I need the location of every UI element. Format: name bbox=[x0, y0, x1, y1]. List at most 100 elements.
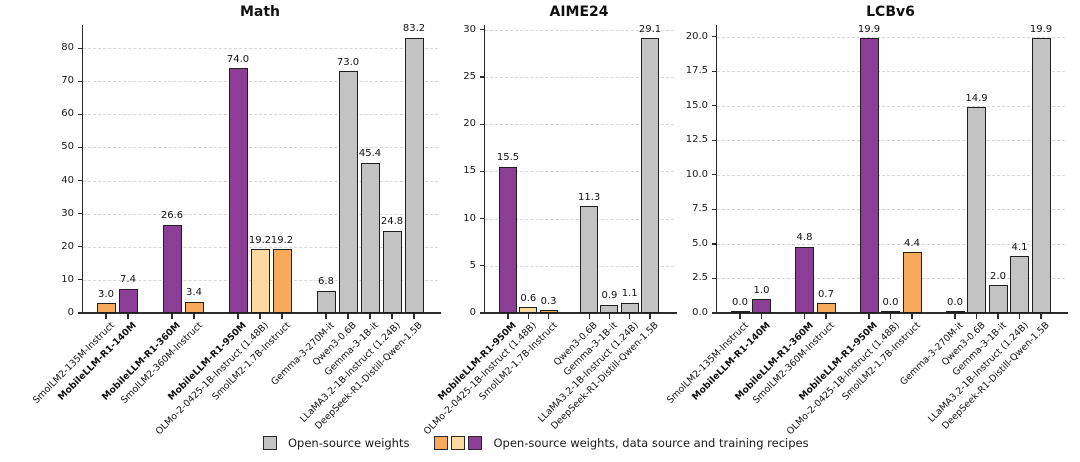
y-axis-spine bbox=[81, 25, 83, 313]
y-tick-mark bbox=[77, 246, 82, 248]
y-tick-mark bbox=[711, 70, 716, 72]
x-tick-mark bbox=[193, 314, 195, 319]
gridline bbox=[717, 105, 1065, 107]
y-tick-mark bbox=[711, 312, 716, 314]
y-tick-mark bbox=[77, 312, 82, 314]
bar-value-label: 0.0 bbox=[882, 296, 899, 308]
bar-MobileLLM-R1-360M bbox=[162, 224, 182, 313]
bar-value-label: 15.5 bbox=[496, 152, 520, 164]
bar-value-label: 0.9 bbox=[601, 290, 618, 302]
y-tick-label: 40 bbox=[61, 174, 74, 186]
y-tick-mark bbox=[479, 265, 484, 267]
y-tick-mark bbox=[77, 47, 82, 49]
y-tick-mark bbox=[479, 170, 484, 172]
y-tick-mark bbox=[711, 208, 716, 210]
bar-value-label: 4.1 bbox=[1011, 241, 1028, 253]
y-tick-label: 60 bbox=[61, 108, 74, 120]
legend-item-open-weights: Open-source weights bbox=[263, 436, 409, 450]
bar-value-label: 26.6 bbox=[160, 210, 184, 222]
x-tick-mark bbox=[347, 314, 349, 319]
bar-value-label: 0.3 bbox=[540, 295, 557, 307]
bar-SmolLM2-135M-Instruct bbox=[730, 311, 750, 313]
x-tick-mark bbox=[868, 314, 870, 319]
x-tick-mark bbox=[997, 314, 999, 319]
bar-value-label: 0.6 bbox=[520, 292, 537, 304]
y-tick-label: 0 bbox=[67, 307, 74, 318]
gridline bbox=[717, 278, 1065, 280]
legend-swatch-group-open-everything bbox=[434, 436, 483, 450]
y-tick-mark bbox=[711, 36, 716, 38]
bar-value-label: 19.9 bbox=[857, 23, 881, 35]
bar-Qwen3-0.6B bbox=[338, 71, 358, 313]
gridline bbox=[485, 29, 674, 31]
x-tick-mark bbox=[975, 314, 978, 319]
x-tick-mark bbox=[259, 314, 261, 319]
y-tick-label: 17.5 bbox=[685, 65, 708, 77]
gridline bbox=[485, 124, 674, 126]
y-tick-mark bbox=[77, 146, 82, 149]
bar-value-label: 29.1 bbox=[638, 23, 662, 35]
chart-title-math: Math bbox=[239, 4, 281, 20]
y-tick-label: 15.0 bbox=[685, 99, 708, 111]
plot-area-math: 0 10 20 30 40 50 60 70 80 3.0 SmolLM2-135M-Instruc… bbox=[31, 23, 441, 437]
y-tick-mark bbox=[479, 312, 484, 314]
plot-area-lcbv6: 0.0 2.5 5.0 7.5 10.0 12.5 15.0 17.5 20.0 0.0 SmolL… bbox=[665, 23, 1068, 437]
bar-value-label: 11.3 bbox=[578, 191, 601, 203]
x-tick-mark bbox=[803, 314, 806, 319]
x-tick-mark bbox=[507, 314, 509, 319]
x-tick-mark bbox=[760, 314, 763, 319]
bar-MobileLLM-R1-950M bbox=[228, 68, 248, 313]
bar-value-label: 3.4 bbox=[186, 287, 202, 299]
x-tick-mark bbox=[649, 314, 651, 319]
bar-Gemma-3-1B-it bbox=[600, 304, 619, 313]
y-tick-label: 70 bbox=[61, 75, 74, 87]
bar-value-label: 14.9 bbox=[965, 92, 988, 104]
bar-SmolLM2-1.7B-Instruct bbox=[539, 310, 558, 313]
x-tick-mark bbox=[325, 314, 327, 319]
bar-value-label: 19.2 bbox=[270, 234, 294, 246]
y-tick-mark bbox=[479, 123, 484, 125]
x-tick-mark bbox=[391, 314, 393, 319]
bar-OLMo-2-0425-1B-Instruct (1.48B) bbox=[250, 249, 270, 313]
bar-LLaMA3.2-1B-Instruct (1.24B) bbox=[382, 230, 402, 313]
x-tick-mark bbox=[1040, 314, 1042, 319]
gridline bbox=[717, 71, 1065, 73]
gridline bbox=[717, 209, 1065, 211]
gridline bbox=[83, 213, 438, 215]
y-tick-label: 50 bbox=[61, 141, 74, 153]
bar-SmolLM2-360M-Instruct bbox=[184, 301, 204, 313]
bar-value-label: 73.0 bbox=[336, 56, 360, 68]
bar-value-label: 7.4 bbox=[120, 274, 136, 286]
gridline bbox=[717, 140, 1065, 142]
x-tick-mark bbox=[588, 314, 590, 319]
gridline bbox=[717, 174, 1065, 176]
bar-value-label: 45.4 bbox=[358, 148, 382, 160]
bar-value-label: 4.4 bbox=[904, 237, 920, 249]
chart-title-lcbv6: LCBv6 bbox=[866, 4, 915, 20]
bar-Gemma-3-1B-it bbox=[360, 162, 380, 313]
legend: Open-source weights Open-source weights,… bbox=[263, 433, 809, 453]
bar-Gemma-3-270M-it bbox=[316, 290, 336, 313]
bar-value-label: 24.8 bbox=[380, 216, 404, 228]
bar-LLaMA3.2-1B-Instruct (1.24B) bbox=[620, 302, 639, 313]
bar-MobileLLM-R1-360M bbox=[795, 246, 814, 313]
bar-value-label: 19.9 bbox=[1029, 23, 1053, 35]
bar-value-label: 1.0 bbox=[753, 284, 770, 296]
y-tick-label: 30 bbox=[463, 23, 476, 35]
y-tick-mark bbox=[711, 139, 716, 141]
y-tick-mark bbox=[77, 80, 82, 82]
gridline bbox=[485, 265, 674, 267]
y-tick-label: 20 bbox=[61, 240, 74, 252]
x-tick-mark bbox=[105, 314, 107, 319]
bar-MobileLLM-R1-140M bbox=[752, 299, 771, 313]
bar-value-label: 4.8 bbox=[796, 232, 813, 244]
bar-value-label: 0.0 bbox=[732, 296, 748, 308]
gridline bbox=[485, 76, 674, 78]
gridline bbox=[83, 114, 438, 116]
y-tick-mark bbox=[77, 279, 82, 281]
bar-value-label: 74.0 bbox=[226, 53, 250, 65]
bar-SmolLM2-1.7B-Instruct bbox=[272, 249, 292, 313]
y-tick-label: 10.0 bbox=[685, 168, 708, 180]
y-axis-spine bbox=[715, 25, 717, 313]
y-tick-mark bbox=[77, 179, 82, 182]
